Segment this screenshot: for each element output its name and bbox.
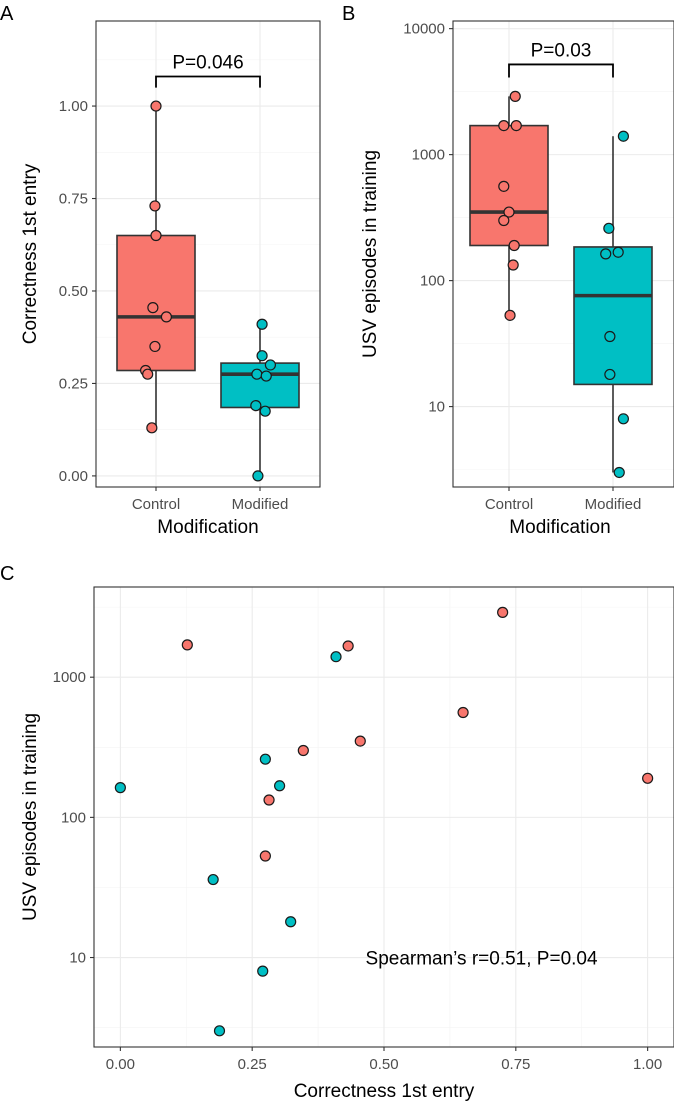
y-tick-label: 1000	[53, 669, 86, 686]
data-point-control	[147, 302, 159, 314]
data-point-control	[498, 180, 510, 192]
spearman-annotation: Spearman’s r=0.51, P=0.04	[366, 949, 598, 970]
box-iqr	[220, 362, 300, 409]
data-point-control	[150, 100, 162, 112]
p-value-label: P=0.03	[531, 40, 592, 61]
box-iqr	[573, 246, 653, 386]
panel-letter-a: A	[0, 3, 14, 25]
x-tick-label-modified: Modified	[585, 496, 642, 513]
data-point-control	[498, 214, 510, 227]
y-tick-label: 1000	[412, 147, 445, 164]
panel-a-ylabel: Correctness 1st entry	[20, 163, 41, 344]
panel-c-ylabel: USV episodes in training	[20, 713, 41, 921]
x-tick-label: 0.25	[238, 1056, 267, 1073]
x-tick-label: 0.50	[369, 1056, 398, 1073]
data-point-modified	[260, 370, 272, 382]
data-point-control	[507, 259, 519, 271]
y-tick-label: 100	[420, 273, 445, 290]
panel-a-xlabel: Modification	[157, 517, 258, 538]
data-point-modified	[257, 965, 269, 977]
panel-b-frame	[452, 20, 674, 488]
data-point-control	[498, 119, 510, 132]
box-control	[116, 106, 196, 428]
data-point-modified	[114, 782, 126, 794]
panel-c: C Spearman’s r=0.51, P=0.04 0.00 0.25 0.50…	[0, 563, 674, 1102]
y-tick-label: 1.00	[59, 98, 88, 115]
data-point-modified	[617, 413, 630, 425]
data-point-modified	[250, 400, 262, 412]
x-tick-label-modified: Modified	[232, 496, 289, 513]
data-point-modified	[259, 405, 271, 417]
data-point-modified	[617, 130, 630, 142]
data-point-control	[149, 340, 161, 353]
data-point-control	[259, 850, 271, 862]
y-tick-label: 10	[428, 399, 445, 416]
data-point-control	[342, 640, 354, 652]
data-point-control	[508, 239, 520, 252]
data-point-control	[509, 90, 521, 102]
panel-letter-b: B	[342, 3, 355, 25]
data-point-control	[503, 206, 515, 218]
x-tick-label: 0.00	[106, 1056, 135, 1073]
data-point-control	[497, 606, 509, 618]
x-tick-label-control: Control	[132, 496, 180, 513]
data-point-modified	[256, 318, 268, 330]
y-tick-label: 10	[69, 950, 86, 967]
x-tick-label: 0.75	[501, 1056, 530, 1073]
panel-letter-c: C	[0, 563, 14, 585]
data-point-modified	[285, 916, 297, 928]
y-tick-label: 100	[61, 809, 86, 826]
data-point-control	[263, 794, 275, 806]
data-point-modified	[274, 780, 286, 792]
data-point-control	[146, 422, 158, 434]
data-point-control	[149, 200, 161, 212]
data-point-control	[504, 309, 516, 321]
panel-a: A P=0.046 0.00 0.25 0.50 0.75 1.00 Control Mod…	[0, 3, 321, 538]
data-point-modified	[251, 368, 263, 380]
x-tick-label: 1.00	[633, 1056, 662, 1073]
data-point-modified	[603, 222, 615, 234]
panel-a-frame	[95, 20, 321, 488]
panel-b-ylabel: USV episodes in training	[360, 150, 381, 358]
y-tick-label: 0.75	[59, 191, 88, 208]
data-point-control	[150, 229, 162, 242]
data-point-modified	[252, 470, 264, 482]
data-point-control	[181, 639, 193, 651]
y-tick-label: 0.25	[59, 375, 88, 392]
panel-c-xlabel: Correctness 1st entry	[294, 1081, 475, 1102]
data-point-modified	[600, 248, 612, 260]
data-point-control	[160, 311, 172, 323]
data-point-modified	[604, 368, 616, 381]
significance-bracket	[508, 63, 614, 78]
data-point-control	[510, 119, 522, 132]
box-control	[469, 96, 549, 316]
box-modified	[573, 136, 653, 473]
data-point-control	[642, 772, 654, 784]
data-point-control	[142, 368, 154, 380]
data-point-modified	[330, 651, 342, 663]
data-point-control	[297, 744, 309, 757]
x-tick-label-control: Control	[485, 496, 533, 513]
y-tick-label: 10000	[403, 21, 445, 38]
data-point-modified	[613, 466, 625, 479]
data-point-modified	[213, 1025, 226, 1037]
data-point-modified	[264, 359, 276, 371]
panel-b-xlabel: Modification	[509, 517, 610, 538]
y-tick-label: 0.00	[59, 468, 88, 485]
data-point-modified	[256, 350, 268, 362]
data-point-control	[354, 735, 366, 747]
y-tick-label: 0.50	[59, 283, 88, 300]
data-point-modified	[604, 330, 616, 343]
data-point-modified	[259, 753, 271, 765]
significance-bracket	[155, 75, 261, 88]
p-value-label: P=0.046	[172, 52, 243, 73]
data-point-modified	[207, 873, 219, 886]
data-point-modified	[612, 246, 624, 258]
panel-b: B P=0.03 10 100 1000 10000 Control Modified M…	[342, 3, 674, 538]
data-point-control	[457, 706, 469, 719]
box-modified	[220, 324, 300, 476]
